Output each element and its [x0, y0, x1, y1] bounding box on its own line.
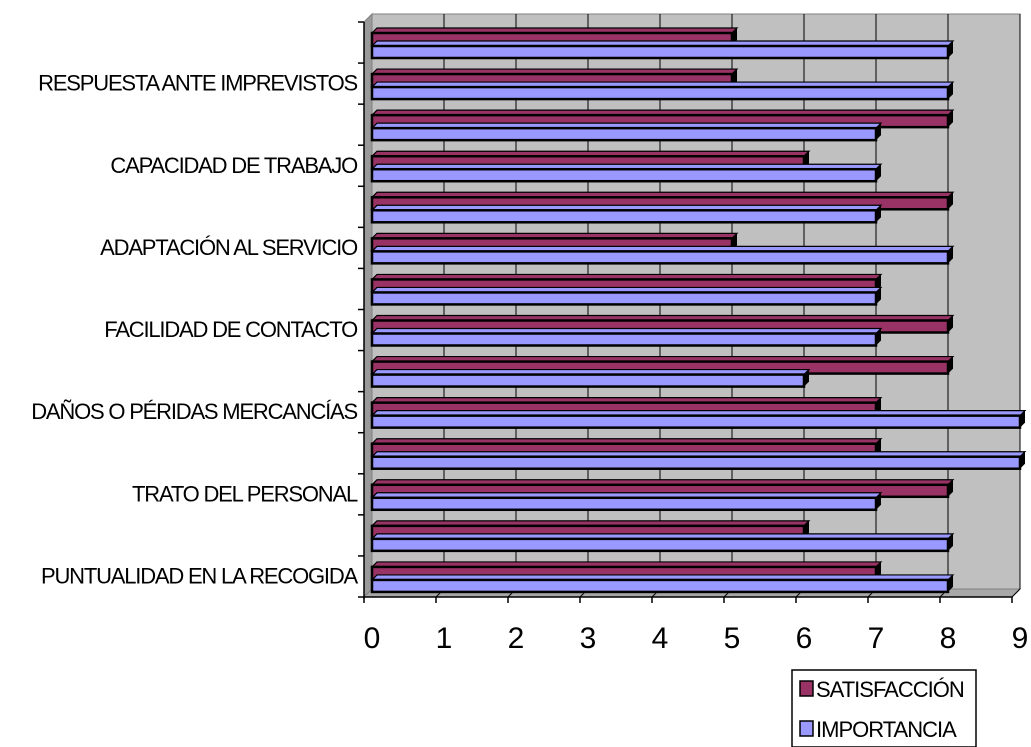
bar-importancia [370, 286, 883, 306]
x-tick-label: 8 [940, 622, 957, 655]
bar-importancia-outline [370, 414, 1022, 429]
y-category-label: TRATO DEL PERSONAL [132, 481, 358, 506]
legend-swatch-satisfaccion [799, 680, 814, 697]
x-tick-label: 6 [796, 622, 813, 655]
bar-importancia-outline [370, 496, 878, 512]
legend-label-satisfaccion: SATISFACCIÓN [816, 677, 964, 702]
x-tick-label: 5 [724, 622, 741, 655]
bar-importancia-outline [370, 373, 806, 388]
legend-label-importancia: IMPORTANCIA [816, 717, 957, 742]
y-category-label: ADAPTACIÓN AL SERVICIO [100, 235, 358, 260]
bar-importancia [370, 410, 1027, 429]
bar-importancia-front [372, 169, 876, 182]
bar-importancia [370, 492, 883, 512]
bar-importancia-outline [370, 44, 950, 60]
bar-importancia-outline [370, 537, 950, 553]
bar-importancia [370, 122, 883, 142]
bar-importancia-front [372, 210, 876, 223]
bar-importancia-front [372, 128, 876, 141]
legend-box [791, 669, 977, 747]
y-category-label: DAÑOS O PÉRIDAS MERCANCÍAS [31, 399, 357, 424]
gridline-floor [1011, 588, 1021, 598]
bar-importancia-outline [370, 250, 950, 265]
bar-importancia-front [372, 333, 876, 346]
bar-importancia-front [372, 292, 876, 305]
x-tick-label: 3 [580, 622, 597, 655]
legend-swatch-importancia [799, 720, 814, 737]
bar-importancia-front [372, 87, 948, 100]
bar-importancia [370, 327, 883, 347]
bar-importancia-front [372, 538, 948, 551]
bar-importancia-outline [370, 578, 950, 594]
bar-importancia-outline [370, 455, 1022, 470]
bar-importancia [370, 368, 811, 388]
axes: 0 1 2 3 4 5 6 7 8 9 PUNTUALIDAD EN LA RECOGIDA TRAT… [31, 21, 1029, 655]
x-tick-label: 7 [868, 622, 885, 655]
bar-importancia [370, 574, 955, 594]
bar-importancia-outline [370, 209, 878, 224]
bar-importancia-front [372, 374, 804, 387]
bar-importancia-front [372, 456, 1020, 469]
x-tick-label: 2 [508, 622, 525, 655]
bar-importancia-front [372, 579, 948, 592]
bar-importancia-front [372, 46, 948, 58]
bar-importancia-outline [370, 291, 878, 306]
bar-importancia-outline [370, 85, 950, 101]
bars [370, 27, 1027, 594]
bar-importancia [370, 451, 1027, 470]
bar-importancia-outline [370, 332, 878, 347]
bar-importancia [370, 40, 955, 60]
x-tick-label: 0 [364, 622, 381, 655]
bar-importancia [370, 245, 955, 265]
legend: SATISFACCIÓN IMPORTANCIA [791, 669, 977, 747]
bar-importancia-front [372, 251, 948, 264]
y-category-label: CAPACIDAD DE TRABAJO [110, 153, 358, 178]
bar-importancia-front [372, 415, 1020, 428]
y-category-label: RESPUESTA ANTE IMPREVISTOS [38, 71, 357, 96]
bar-importancia [370, 81, 955, 101]
bar-importancia-outline [370, 126, 878, 142]
bar-importancia [370, 163, 883, 183]
bar-importancia-outline [370, 167, 878, 183]
x-tick-label: 9 [1012, 622, 1029, 655]
y-category-label: FACILIDAD DE CONTACTO [104, 317, 358, 342]
bar-importancia [370, 204, 883, 224]
bar-importancia [370, 533, 955, 553]
y-category-label: PUNTUALIDAD EN LA RECOGIDA [41, 563, 359, 588]
bar-importancia-front [372, 497, 876, 510]
x-tick-label: 1 [436, 622, 453, 655]
x-tick-label: 4 [652, 622, 669, 655]
